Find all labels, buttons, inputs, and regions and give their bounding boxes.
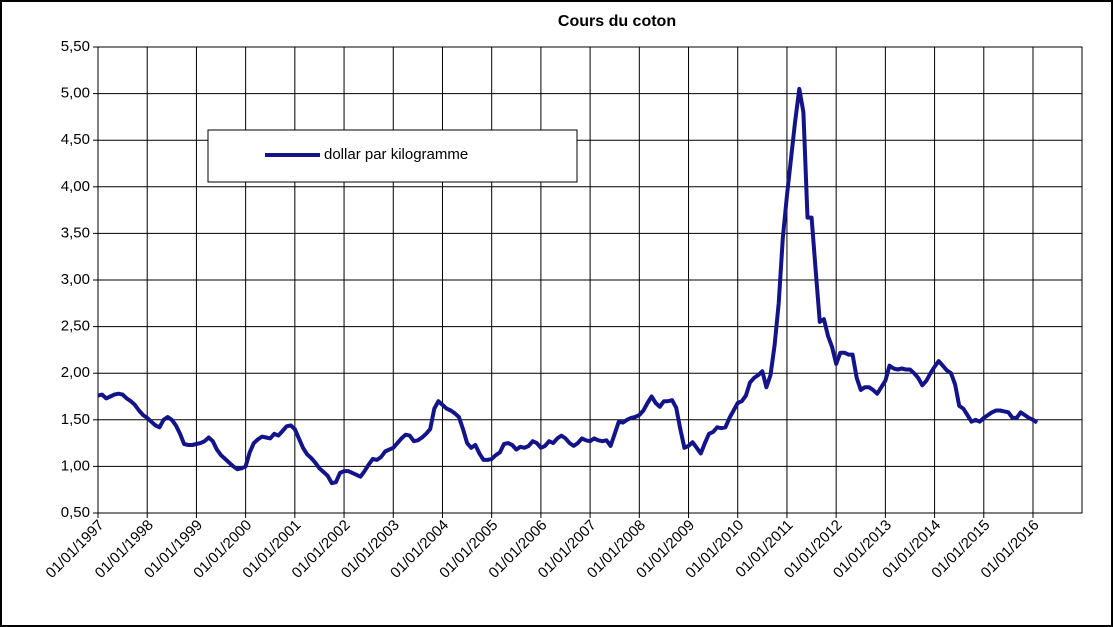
y-tick-label: 1,00	[61, 457, 90, 474]
y-tick-label: 5,50	[61, 38, 90, 55]
y-tick-label: 2,50	[61, 318, 90, 335]
data-line	[97, 86, 1039, 486]
y-tick-label: 0,50	[61, 504, 90, 521]
y-tick-label: 3,00	[61, 271, 90, 288]
legend-label: dollar par kilogramme	[324, 146, 468, 163]
y-tick-label: 4,00	[61, 178, 90, 195]
y-tick-label: 5,00	[61, 85, 90, 102]
y-tick-label: 2,00	[61, 364, 90, 381]
y-tick-label: 3,50	[61, 224, 90, 241]
y-tick-label: 4,50	[61, 131, 90, 148]
chart-title: Cours du coton	[558, 13, 676, 30]
y-tick-label: 1,50	[61, 411, 90, 428]
